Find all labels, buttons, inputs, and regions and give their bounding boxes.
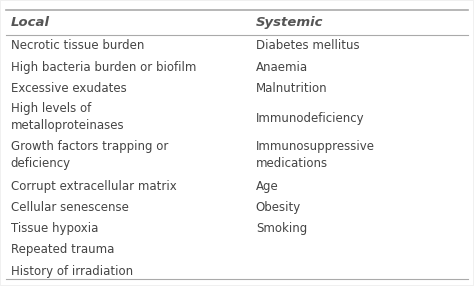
Text: Necrotic tissue burden: Necrotic tissue burden [11,39,144,53]
Text: Immunosuppressive
medications: Immunosuppressive medications [256,140,375,170]
Text: Systemic: Systemic [256,16,323,29]
Text: Tissue hypoxia: Tissue hypoxia [11,222,98,235]
Text: Excessive exudates: Excessive exudates [11,82,127,95]
Text: Smoking: Smoking [256,222,307,235]
Text: History of irradiation: History of irradiation [11,265,133,278]
Text: Local: Local [11,16,50,29]
Text: Repeated trauma: Repeated trauma [11,243,114,257]
Text: Obesity: Obesity [256,201,301,214]
Text: Malnutrition: Malnutrition [256,82,328,95]
Text: High levels of
metalloproteinases: High levels of metalloproteinases [11,102,125,132]
Text: Age: Age [256,180,279,193]
Text: Growth factors trapping or
deficiency: Growth factors trapping or deficiency [11,140,168,170]
Text: Cellular senescense: Cellular senescense [11,201,128,214]
Text: High bacteria burden or biofilm: High bacteria burden or biofilm [11,61,196,74]
Text: Anaemia: Anaemia [256,61,308,74]
Text: Corrupt extracellular matrix: Corrupt extracellular matrix [11,180,176,193]
Text: Diabetes mellitus: Diabetes mellitus [256,39,359,53]
Text: Immunodeficiency: Immunodeficiency [256,112,365,125]
